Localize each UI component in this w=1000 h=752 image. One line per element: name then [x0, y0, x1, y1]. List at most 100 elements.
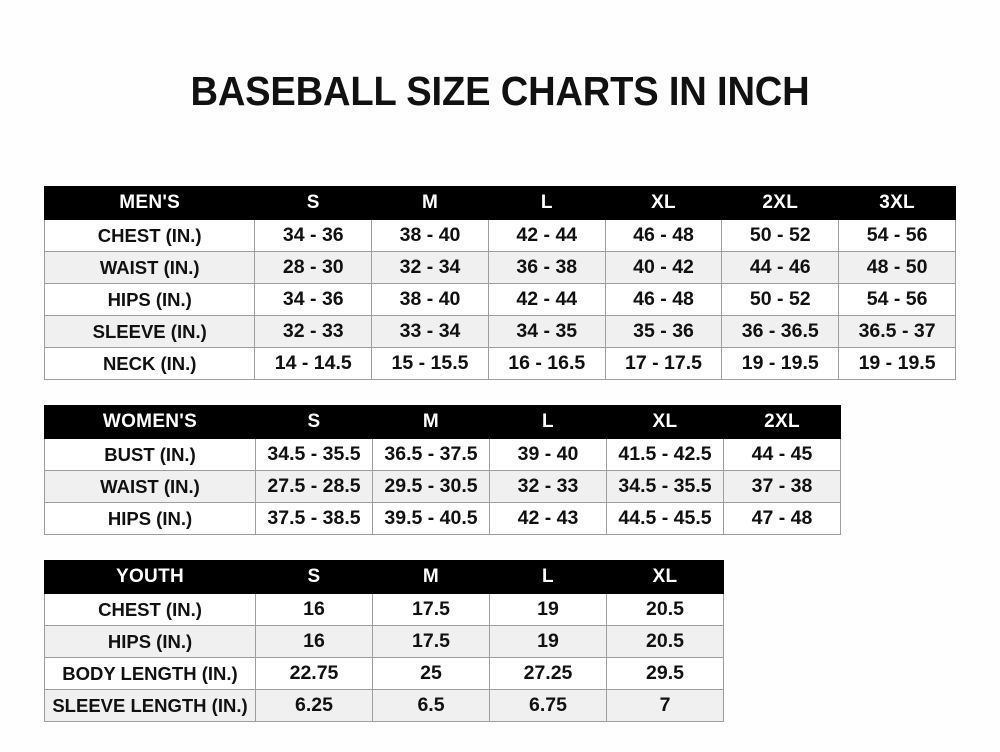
measurement-value: 28 - 30	[254, 251, 373, 284]
measurement-value: 37.5 - 38.5	[255, 502, 373, 535]
measurement-value: 34 - 35	[487, 315, 606, 348]
measurement-value: 27.25	[489, 657, 607, 690]
column-header-2xl: 2XL	[723, 405, 841, 439]
measurement-value: 20.5	[606, 625, 724, 658]
column-header-xl: XL	[606, 405, 724, 439]
column-header-m: M	[372, 560, 490, 594]
measurement-value: 54 - 56	[838, 219, 956, 252]
measurement-value: 34 - 36	[254, 219, 373, 252]
measurement-value: 25	[372, 657, 490, 690]
row-label: WAIST (IN.)	[44, 470, 256, 503]
measurement-value: 19	[489, 593, 607, 626]
column-header-l: L	[489, 405, 607, 439]
measurement-value: 44 - 46	[721, 251, 840, 284]
row-label: CHEST (IN.)	[43, 219, 256, 252]
measurement-value: 42 - 44	[487, 283, 606, 316]
measurement-value: 17.5	[372, 593, 490, 626]
measurement-value: 6.25	[255, 689, 373, 722]
table-row: BUST (IN.) 34.5 - 35.5 36.5 - 37.5 39 - 40 4…	[44, 438, 841, 471]
measurement-value: 36.5 - 37	[838, 315, 956, 348]
table-row: CHEST (IN.) 34 - 36 38 - 40 42 - 44 46 - 48 5…	[43, 219, 956, 252]
table-title-womens: WOMEN'S	[44, 405, 256, 439]
row-label: BODY LENGTH (IN.)	[44, 657, 256, 690]
table-row: WAIST (IN.) 28 - 30 32 - 34 36 - 38 40 - 42 4…	[43, 251, 956, 284]
column-header-2xl: 2XL	[721, 186, 840, 220]
row-label: BUST (IN.)	[44, 438, 256, 471]
column-header-s: S	[254, 186, 373, 220]
measurement-value: 16 - 16.5	[487, 347, 606, 380]
measurement-value: 29.5 - 30.5	[372, 470, 490, 503]
measurement-value: 38 - 40	[371, 219, 489, 252]
table-row: BODY LENGTH (IN.) 22.75 25 27.25 29.5	[44, 657, 724, 690]
row-label: HIPS (IN.)	[44, 502, 256, 535]
row-label: HIPS (IN.)	[44, 625, 256, 658]
column-header-l: L	[489, 560, 607, 594]
size-table-mens: MEN'S S M L XL 2XL 3XL CHEST (IN.) 34 - 36 38 - 4…	[43, 186, 956, 380]
measurement-value: 39.5 - 40.5	[372, 502, 490, 535]
measurement-value: 44.5 - 45.5	[606, 502, 724, 535]
table-row: HIPS (IN.) 16 17.5 19 20.5	[44, 625, 724, 658]
measurement-value: 37 - 38	[723, 470, 841, 503]
table-row: WAIST (IN.) 27.5 - 28.5 29.5 - 30.5 32 - 33…	[44, 470, 841, 503]
column-header-xl: XL	[606, 560, 724, 594]
measurement-value: 17.5	[372, 625, 490, 658]
measurement-value: 42 - 43	[489, 502, 607, 535]
measurement-value: 6.75	[489, 689, 607, 722]
measurement-value: 36.5 - 37.5	[372, 438, 490, 471]
measurement-value: 19 - 19.5	[838, 347, 956, 380]
row-label: SLEEVE (IN.)	[43, 315, 256, 348]
measurement-value: 40 - 42	[604, 251, 723, 284]
measurement-value: 36 - 38	[487, 251, 606, 284]
measurement-value: 36 - 36.5	[721, 315, 840, 348]
measurement-value: 54 - 56	[838, 283, 956, 316]
measurement-value: 32 - 34	[371, 251, 489, 284]
measurement-value: 32 - 33	[254, 315, 373, 348]
measurement-value: 16	[255, 593, 373, 626]
measurement-value: 50 - 52	[721, 219, 840, 252]
measurement-value: 34 - 36	[254, 283, 373, 316]
size-table-womens: WOMEN'S S M L XL 2XL BUST (IN.) 34.5 - 35.5 36.5…	[44, 405, 841, 535]
table-title-youth: YOUTH	[44, 560, 256, 594]
measurement-value: 27.5 - 28.5	[255, 470, 373, 503]
measurement-value: 33 - 34	[371, 315, 489, 348]
table-header-row: MEN'S S M L XL 2XL 3XL	[43, 186, 956, 220]
measurement-value: 34.5 - 35.5	[255, 438, 373, 471]
row-label: HIPS (IN.)	[43, 283, 256, 316]
measurement-value: 15 - 15.5	[371, 347, 489, 380]
page-title: BASEBALL SIZE CHARTS IN INCH	[190, 68, 810, 114]
measurement-value: 32 - 33	[489, 470, 607, 503]
measurement-value: 19 - 19.5	[721, 347, 840, 380]
column-header-xl: XL	[604, 186, 723, 220]
table-header-row: WOMEN'S S M L XL 2XL	[44, 405, 841, 439]
measurement-value: 17 - 17.5	[604, 347, 723, 380]
table-row: NECK (IN.) 14 - 14.5 15 - 15.5 16 - 16.5 17 …	[43, 347, 956, 380]
measurement-value: 48 - 50	[838, 251, 956, 284]
table-row: CHEST (IN.) 16 17.5 19 20.5	[44, 593, 724, 626]
measurement-value: 35 - 36	[604, 315, 723, 348]
measurement-value: 20.5	[606, 593, 724, 626]
column-header-m: M	[371, 186, 489, 220]
table-row: SLEEVE (IN.) 32 - 33 33 - 34 34 - 35 35 - 36…	[43, 315, 956, 348]
measurement-value: 6.5	[372, 689, 490, 722]
measurement-value: 19	[489, 625, 607, 658]
table-title-mens: MEN'S	[43, 186, 256, 220]
column-header-m: M	[372, 405, 490, 439]
measurement-value: 22.75	[255, 657, 373, 690]
column-header-3xl: 3XL	[838, 186, 956, 220]
measurement-value: 50 - 52	[721, 283, 840, 316]
table-header-row: YOUTH S M L XL	[44, 560, 724, 594]
measurement-value: 34.5 - 35.5	[606, 470, 724, 503]
measurement-value: 16	[255, 625, 373, 658]
measurement-value: 14 - 14.5	[254, 347, 373, 380]
row-label: SLEEVE LENGTH (IN.)	[44, 689, 256, 722]
table-row: HIPS (IN.) 34 - 36 38 - 40 42 - 44 46 - 48 50…	[43, 283, 956, 316]
measurement-value: 46 - 48	[604, 283, 723, 316]
table-row: SLEEVE LENGTH (IN.) 6.25 6.5 6.75 7	[44, 689, 724, 722]
measurement-value: 46 - 48	[604, 219, 723, 252]
measurement-value: 39 - 40	[489, 438, 607, 471]
measurement-value: 44 - 45	[723, 438, 841, 471]
table-row: HIPS (IN.) 37.5 - 38.5 39.5 - 40.5 42 - 43 4…	[44, 502, 841, 535]
column-header-s: S	[255, 405, 373, 439]
measurement-value: 41.5 - 42.5	[606, 438, 724, 471]
